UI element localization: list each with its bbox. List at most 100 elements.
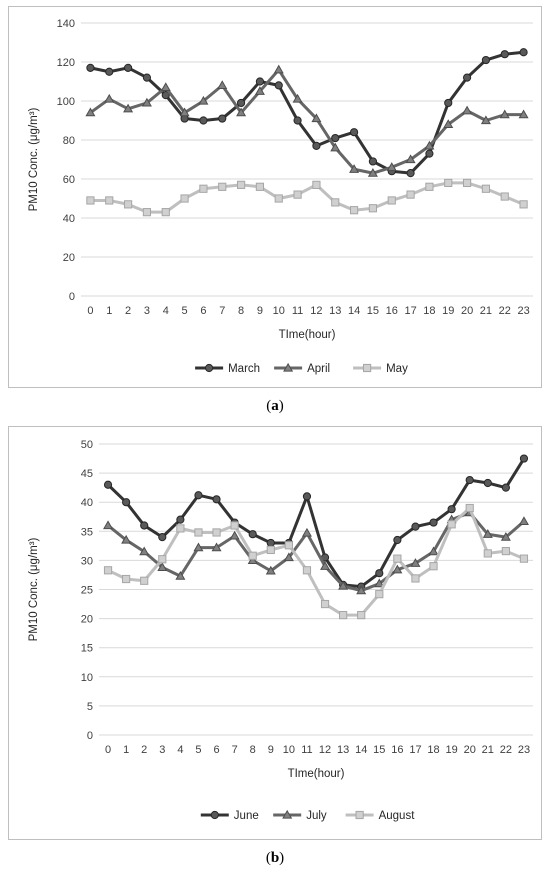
y-tick-label: 0 <box>69 291 75 303</box>
data-point <box>140 521 149 530</box>
y-tick-label: 0 <box>87 730 93 742</box>
data-point <box>142 73 152 82</box>
data-point <box>160 82 171 91</box>
data-point <box>139 546 150 556</box>
data-point <box>519 554 529 563</box>
data-point <box>393 554 402 563</box>
x-tick-label: 23 <box>517 305 529 317</box>
x-tick-label: 2 <box>125 305 131 317</box>
x-axis-title: TIme(hour) <box>288 768 345 780</box>
data-point <box>311 113 322 123</box>
x-tick-label: 17 <box>404 305 416 317</box>
x-tick-label: 11 <box>301 744 312 756</box>
data-point <box>387 196 396 205</box>
caption-b: (b) <box>265 850 285 866</box>
y-tick-label: 30 <box>81 555 93 567</box>
data-point <box>265 565 276 575</box>
y-tick-label: 60 <box>63 174 75 186</box>
data-point <box>462 178 472 188</box>
data-point <box>429 562 438 571</box>
data-point <box>218 114 227 123</box>
data-point <box>236 98 246 108</box>
data-point <box>273 64 284 74</box>
y-tick-label: 20 <box>63 252 75 264</box>
data-point <box>447 505 456 514</box>
x-tick-label: 16 <box>386 305 398 317</box>
data-point <box>444 98 453 108</box>
y-tick-label: 40 <box>63 213 75 225</box>
data-point <box>176 515 185 524</box>
x-tick-label: 12 <box>319 744 331 756</box>
y-tick-label: 100 <box>57 96 75 108</box>
data-point <box>481 184 491 193</box>
data-point <box>349 128 359 137</box>
y-axis-title: PM10 Conc. (μg/m³) <box>28 107 40 211</box>
data-point <box>205 363 214 373</box>
legend: June July August <box>200 809 415 822</box>
data-point <box>230 521 239 530</box>
x-tick-label: 4 <box>177 744 183 756</box>
data-point <box>158 555 167 564</box>
x-tick-label: 2 <box>141 744 147 756</box>
data-point <box>105 67 114 76</box>
data-point <box>123 103 134 113</box>
legend-label: June <box>234 810 259 822</box>
legend-item-june: June <box>200 810 259 822</box>
x-tick-label: 5 <box>195 744 201 756</box>
data-point <box>255 77 265 86</box>
data-point <box>320 561 331 570</box>
series-line <box>90 50 524 175</box>
legend-label: March <box>228 363 260 375</box>
x-tick-label: 5 <box>182 305 188 317</box>
x-tick-label: 8 <box>238 305 244 317</box>
x-tick-label: 3 <box>144 305 150 317</box>
x-tick-label: 20 <box>464 744 476 756</box>
caption-a-letter: a <box>271 398 279 414</box>
data-point <box>283 552 294 562</box>
data-point <box>499 109 510 119</box>
data-point <box>480 115 491 125</box>
legend-label: July <box>306 810 327 822</box>
data-point <box>175 570 186 580</box>
data-point <box>229 530 240 540</box>
x-tick-label: 0 <box>87 305 93 317</box>
data-point <box>121 534 132 544</box>
data-point <box>122 574 131 584</box>
series-august <box>103 503 529 620</box>
data-point <box>141 97 152 107</box>
x-tick-label: 0 <box>105 744 111 756</box>
data-point <box>368 157 378 166</box>
data-point <box>274 81 283 90</box>
data-point <box>266 538 275 548</box>
data-point <box>501 483 510 492</box>
series-may <box>86 178 528 217</box>
series-april <box>85 64 529 177</box>
x-tick-label: 11 <box>292 305 303 317</box>
data-point <box>331 133 340 143</box>
data-point <box>447 520 456 529</box>
x-tick-label: 4 <box>163 305 169 317</box>
x-tick-label: 9 <box>268 744 274 756</box>
data-point <box>103 480 113 489</box>
data-point <box>500 531 511 541</box>
data-point <box>255 182 265 191</box>
data-point <box>199 184 208 193</box>
data-point <box>411 574 420 583</box>
caption-a: (a) <box>266 398 284 414</box>
data-point <box>349 206 359 215</box>
data-point <box>386 162 397 171</box>
x-tick-label: 13 <box>329 305 341 317</box>
data-point <box>331 198 340 207</box>
x-tick-label: 23 <box>518 744 530 756</box>
data-point <box>518 109 529 119</box>
x-tick-label: 12 <box>310 305 322 317</box>
y-tick-label: 15 <box>81 643 93 655</box>
series-line <box>106 457 526 589</box>
data-point <box>411 522 420 531</box>
data-point <box>374 578 385 588</box>
data-point <box>217 80 228 90</box>
x-tick-label: 13 <box>337 744 349 756</box>
data-point <box>211 542 222 552</box>
x-tick-label: 9 <box>257 305 263 317</box>
